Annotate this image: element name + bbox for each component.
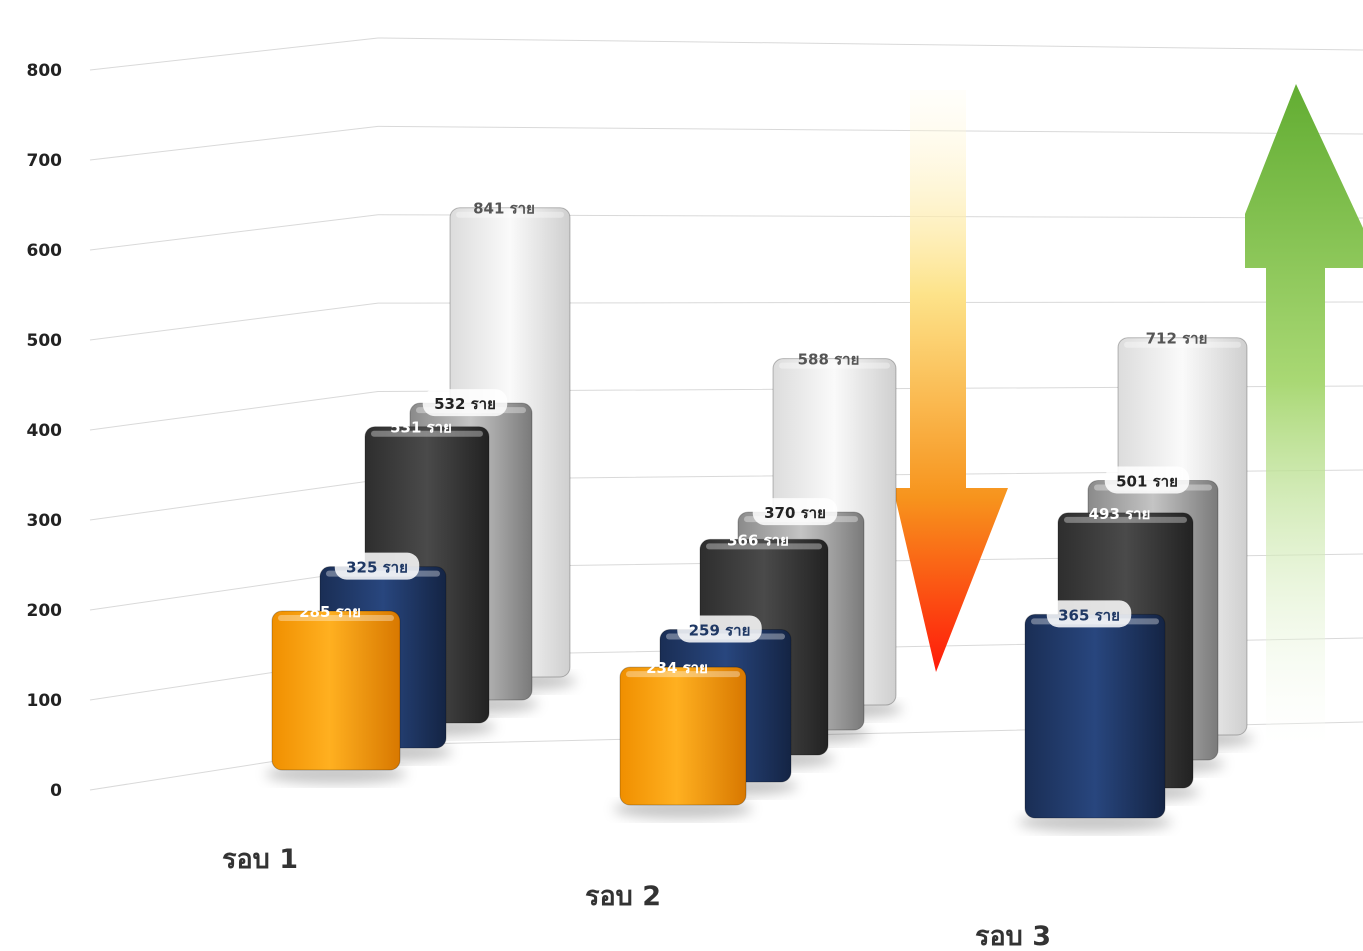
up-arrow-icon [1245,84,1363,745]
gridline [89,37,1363,71]
category-label: รอบ 2 [585,881,661,912]
bar-highlight [1064,516,1187,523]
bar-highlight [706,543,822,550]
y-tick-label: 500 [27,331,63,351]
data-label: 259 ราย [689,621,751,639]
data-label-badge [752,498,838,526]
data-label: 365 ราย [1058,606,1120,624]
bar [271,610,401,771]
data-label: 325 ราย [346,559,408,577]
data-label: 493 ราย [1089,505,1151,523]
bar-highlight [371,430,483,437]
data-label: 370 ราย [764,504,826,522]
y-tick-label: 200 [27,601,63,621]
bars: 841 ราย 588 ราย 712 ราย 532 ราย 370 ราย 501 ร… [265,200,1254,832]
y-tick-label: 300 [27,511,63,531]
trend-arrows [893,84,1363,745]
gridline [89,125,1363,161]
data-label-badge [1046,600,1132,628]
category-label: รอบ 1 [222,844,298,875]
data-label: 712 ราย [1146,330,1208,348]
data-label-badge [422,389,508,417]
bar-highlight [456,211,564,218]
bar [619,666,747,806]
bar [1024,613,1166,819]
gridline [89,385,1363,431]
data-label: 366 ราย [727,531,789,549]
y-axis: 0 100 200 300 400 500 600 700 800 [27,61,63,801]
bar-highlight [1124,341,1241,348]
data-label-badge [677,615,762,643]
y-tick-label: 400 [27,421,63,441]
data-label: 531 ราย [390,419,452,437]
data-label: 588 ราย [798,351,860,369]
data-label: 841 ราย [473,200,535,218]
data-label: 234 ราย [646,659,708,677]
data-label-badge [1104,466,1190,494]
data-label: 285 ราย [299,603,361,621]
gridlines [89,37,1363,791]
bar-highlight [779,362,890,369]
gridline [89,301,1363,341]
data-label: 501 ราย [1116,472,1178,490]
data-label: 532 ราย [434,395,496,413]
down-arrow-icon [893,90,1008,672]
y-tick-label: 600 [27,241,63,261]
category-label: รอบ 3 [975,921,1051,951]
y-tick-label: 700 [27,151,63,171]
y-tick-label: 800 [27,61,63,81]
y-tick-label: 100 [27,691,63,711]
bar-highlight [626,671,740,678]
y-tick-label: 0 [50,781,62,801]
bar-highlight [278,614,394,621]
x-axis-categories: รอบ 1 รอบ 2 รอบ 3 [222,844,1051,951]
data-label-badge [334,552,420,580]
gridline [89,214,1363,251]
